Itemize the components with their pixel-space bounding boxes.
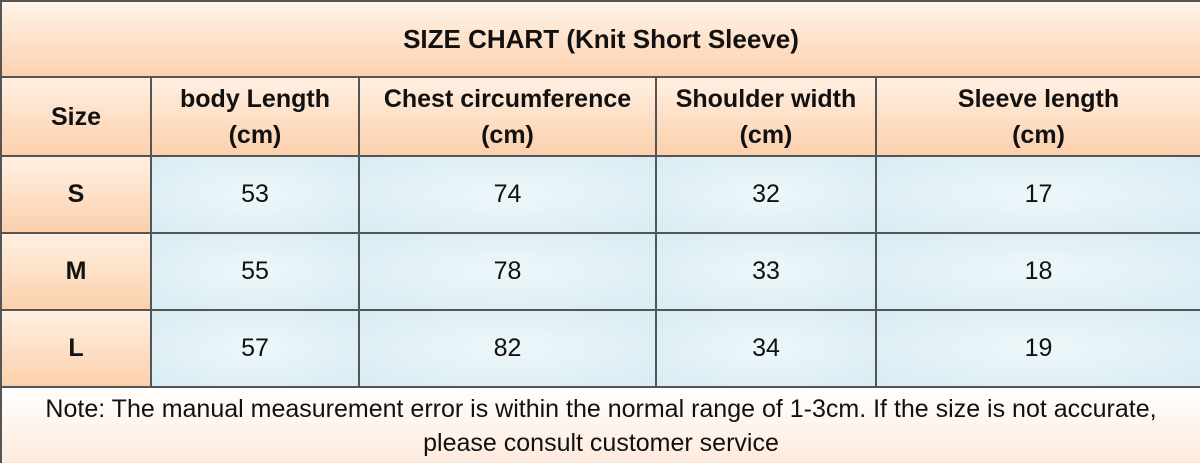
cell: 34 — [655, 309, 877, 388]
header-row: Size body Length (cm) Chest circumference… — [0, 76, 1200, 157]
data-row: S 53 74 32 17 — [0, 155, 1200, 234]
size-cell: L — [0, 309, 152, 388]
title: SIZE CHART (Knit Short Sleeve) — [0, 0, 1200, 78]
cell: 33 — [655, 232, 877, 311]
cell: 17 — [874, 155, 1200, 234]
column-name: Chest circumference — [383, 84, 632, 113]
column-header: Shoulder width (cm) — [655, 76, 877, 157]
note-row: Note: The manual measurement error is wi… — [0, 386, 1200, 463]
column-unit: (cm) — [1012, 120, 1065, 149]
cell: 18 — [874, 232, 1200, 311]
column-header: body Length (cm) — [150, 76, 360, 157]
column-header: Size — [0, 76, 152, 157]
cell: 78 — [358, 232, 657, 311]
column-unit: (cm) — [228, 120, 282, 149]
cell: 53 — [150, 155, 360, 234]
column-header: Chest circumference (cm) — [358, 76, 657, 157]
column-header: Sleeve length (cm) — [874, 76, 1200, 157]
cell: 19 — [874, 309, 1200, 388]
column-name: Shoulder width — [675, 84, 857, 113]
title-row: SIZE CHART (Knit Short Sleeve) — [0, 0, 1200, 78]
cell: 55 — [150, 232, 360, 311]
data-row: L 57 82 34 19 — [0, 309, 1200, 388]
size-cell: S — [0, 155, 152, 234]
column-name: Size — [50, 102, 102, 131]
column-name: body Length — [180, 84, 330, 113]
note: Note: The manual measurement error is wi… — [0, 386, 1200, 463]
cell: 32 — [655, 155, 877, 234]
column-unit: (cm) — [739, 120, 793, 149]
size-cell: M — [0, 232, 152, 311]
column-name: Sleeve length — [957, 84, 1120, 113]
data-row: M 55 78 33 18 — [0, 232, 1200, 311]
cell: 57 — [150, 309, 360, 388]
column-unit: (cm) — [481, 120, 534, 149]
cell: 74 — [358, 155, 657, 234]
cell: 82 — [358, 309, 657, 388]
